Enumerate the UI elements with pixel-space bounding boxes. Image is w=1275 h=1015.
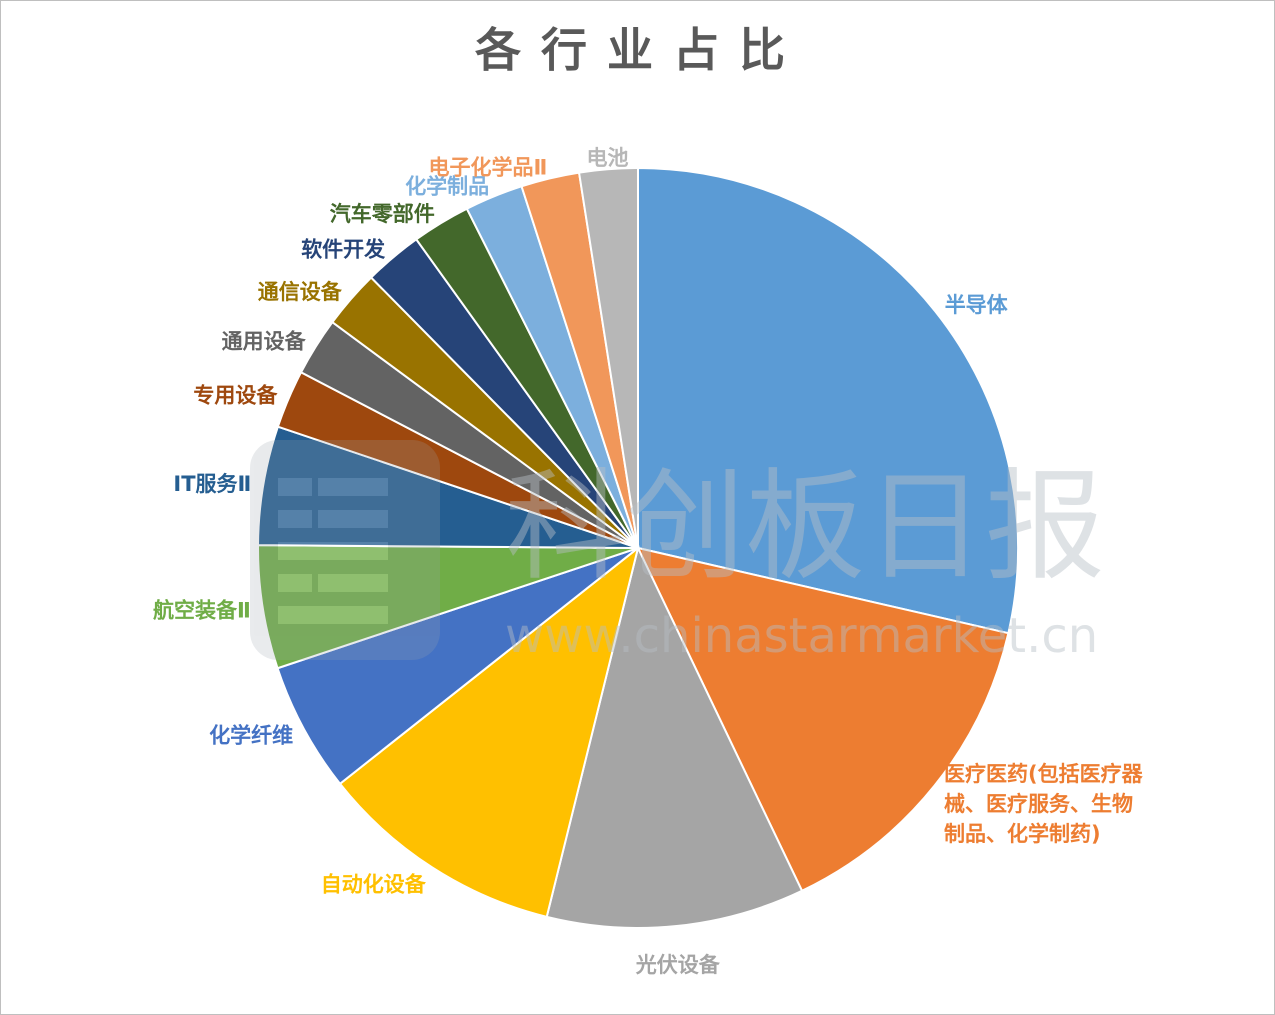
slice-label-14: 电池 [587,146,629,170]
watermark-url: www.chinastarmarket.cn [505,608,1098,664]
watermark: 科创板日报 www.chinastarmarket.cn [250,440,1105,664]
slice-label-13: 电子化学品Ⅱ [428,156,547,180]
slice-label-1: 医疗医药(包括医疗器械、医疗服务、生物制品、化学制药) [944,762,1144,846]
pie-slice-14 [577,166,639,549]
slice-label-2: 光伏设备 [635,953,721,977]
pie-slices [257,166,1019,929]
slice-label-12: 化学制品 [405,174,489,198]
pie-slice-4 [276,547,639,786]
slice-label-10: 软件开发 [301,237,386,261]
pie-slice-3 [338,545,640,919]
chart-title: 各行业占比 [475,23,805,77]
watermark-logo-icon [250,440,440,660]
slice-label-7: 专用设备 [193,383,278,407]
watermark-name: 科创板日报 [505,458,1105,597]
pie-slice-1 [636,546,1010,893]
slice-label-0: 半导体 [945,293,1009,317]
slice-label-3: 自动化设备 [321,873,427,897]
pie-slice-0 [637,166,1019,635]
slice-label-8: 通用设备 [222,329,307,353]
pie-slice-2 [545,545,804,929]
slice-label-9: 通信设备 [258,280,343,304]
slice-label-11: 汽车零部件 [330,202,435,226]
slice-label-6: IT服务Ⅱ [173,472,251,496]
slice-label-5: 航空装备Ⅱ [153,598,251,622]
slice-label-4: 化学纤维 [209,723,293,747]
